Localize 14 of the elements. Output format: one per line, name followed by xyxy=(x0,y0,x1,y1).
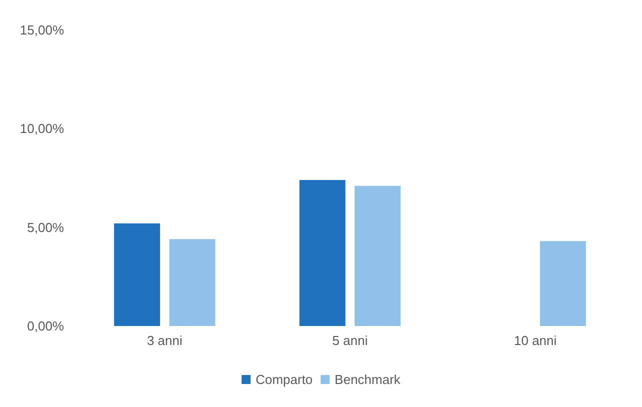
bar xyxy=(540,241,586,326)
x-tick-label: 3 anni xyxy=(146,333,182,348)
bar xyxy=(114,223,160,326)
bar xyxy=(169,239,216,326)
x-tick-label: 5 anni xyxy=(332,333,368,348)
y-tick-label: 0,00% xyxy=(27,318,64,334)
y-tick-label: 10,00% xyxy=(20,121,64,136)
bar xyxy=(299,180,346,326)
legend-label: Benchmark xyxy=(334,372,401,387)
x-tick-label: 10 anni xyxy=(514,333,557,348)
bar xyxy=(354,186,401,326)
y-tick-label: 5,00% xyxy=(27,220,64,235)
legend-label: Comparto xyxy=(256,372,313,387)
y-tick-label: 15,00% xyxy=(20,22,64,38)
